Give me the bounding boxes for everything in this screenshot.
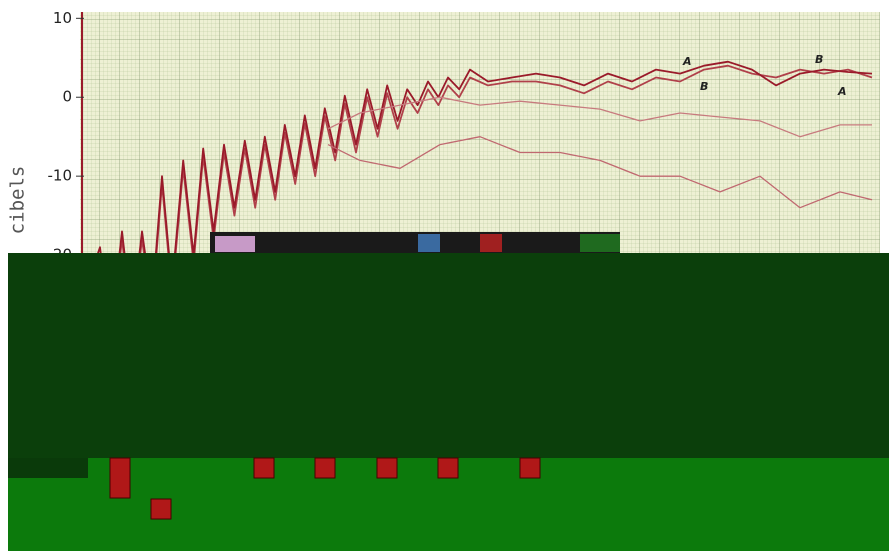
glitch-block [151,499,171,519]
glitch-block [254,458,274,478]
glitch-block [110,458,130,498]
y-axis-label: cibels [7,166,29,235]
glitch-block [315,458,335,478]
glitch-overlay [8,232,889,551]
curve-label: A [837,85,847,98]
glitch-block [480,234,502,252]
y-tick-label: 0 [62,88,72,106]
chart: cibels A B B A 100-10-20 [0,0,889,551]
glitch-dark [8,253,889,458]
glitch-strip [210,232,620,254]
y-tick-label: -10 [48,167,73,185]
glitch-block [520,458,540,478]
glitch-block [215,236,255,252]
curve-label: B [815,53,823,66]
glitch-block [418,234,440,252]
glitch-block [8,458,88,478]
curve-label: A [682,55,692,68]
glitch-block [580,234,620,252]
y-tick-label: 10 [53,9,72,27]
glitch-block [438,458,458,478]
glitch-block [377,458,397,478]
curve-label: B [700,80,708,93]
